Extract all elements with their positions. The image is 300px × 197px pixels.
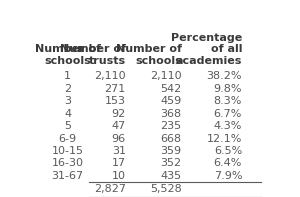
Text: 2: 2: [64, 84, 71, 94]
Text: 352: 352: [160, 159, 182, 168]
Text: 435: 435: [160, 171, 182, 181]
Text: 6.5%: 6.5%: [214, 146, 242, 156]
Text: 6-9: 6-9: [59, 134, 77, 144]
Text: 96: 96: [112, 134, 126, 144]
Text: 368: 368: [160, 109, 182, 119]
Text: Number of: Number of: [60, 45, 126, 54]
Text: 31: 31: [112, 146, 126, 156]
Text: 668: 668: [160, 134, 182, 144]
Text: 17: 17: [112, 159, 126, 168]
Text: 6.7%: 6.7%: [214, 109, 242, 119]
Text: 359: 359: [160, 146, 182, 156]
Text: Percentage: Percentage: [171, 33, 242, 43]
Text: 47: 47: [112, 121, 126, 131]
Text: 459: 459: [160, 96, 182, 106]
Text: Number of: Number of: [35, 45, 101, 54]
Text: 1: 1: [64, 72, 71, 81]
Text: schools: schools: [135, 56, 182, 66]
Text: 235: 235: [160, 121, 182, 131]
Text: 2,110: 2,110: [94, 72, 126, 81]
Text: Number of: Number of: [116, 45, 182, 54]
Text: 10-15: 10-15: [52, 146, 84, 156]
Text: 2,827: 2,827: [94, 184, 126, 194]
Text: 16-30: 16-30: [52, 159, 84, 168]
Text: of all: of all: [211, 45, 242, 54]
Text: 5: 5: [64, 121, 71, 131]
Text: 4.3%: 4.3%: [214, 121, 242, 131]
Text: 10: 10: [112, 171, 126, 181]
Text: 2,110: 2,110: [150, 72, 182, 81]
Text: 92: 92: [112, 109, 126, 119]
Text: 7.9%: 7.9%: [214, 171, 242, 181]
Text: 4: 4: [64, 109, 71, 119]
Text: academies: academies: [176, 56, 242, 66]
Text: 153: 153: [105, 96, 126, 106]
Text: trusts: trusts: [89, 56, 126, 66]
Text: 8.3%: 8.3%: [214, 96, 242, 106]
Text: 6.4%: 6.4%: [214, 159, 242, 168]
Text: 9.8%: 9.8%: [214, 84, 242, 94]
Text: 5,528: 5,528: [150, 184, 182, 194]
Text: 271: 271: [105, 84, 126, 94]
Text: 31-67: 31-67: [52, 171, 84, 181]
Text: 542: 542: [160, 84, 182, 94]
Text: 3: 3: [64, 96, 71, 106]
Text: 38.2%: 38.2%: [207, 72, 242, 81]
Text: schools: schools: [44, 56, 91, 66]
Text: 12.1%: 12.1%: [207, 134, 242, 144]
